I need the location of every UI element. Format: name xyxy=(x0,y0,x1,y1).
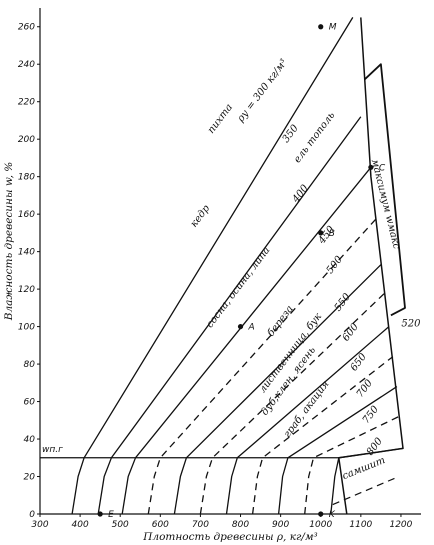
series-line xyxy=(251,356,394,515)
series-annotation: 650 xyxy=(349,351,370,373)
series-annotation: 350 xyxy=(281,123,302,145)
series-line xyxy=(225,326,390,515)
y-tick-label: 260 xyxy=(18,23,35,33)
series-annotation: 700 xyxy=(355,377,376,399)
series-annotation: кедр xyxy=(189,203,213,230)
series-annotation: береза xyxy=(266,304,296,339)
point-marker xyxy=(368,164,374,170)
x-tick-label: 900 xyxy=(272,520,289,530)
y-tick-label: 180 xyxy=(18,173,35,183)
x-tick-label: 300 xyxy=(31,520,48,530)
x-tick-label: 400 xyxy=(72,520,89,530)
x-tick-label: 700 xyxy=(192,520,209,530)
point-marker xyxy=(318,230,324,236)
y-tick-label: 0 xyxy=(29,510,35,520)
x-tick-label: 1100 xyxy=(349,520,372,530)
series-line xyxy=(121,166,372,515)
x-tick-label: 1200 xyxy=(389,520,412,530)
y-tick-label: 160 xyxy=(18,210,35,220)
point-label: K xyxy=(329,510,336,520)
series-line xyxy=(71,17,354,515)
y-tick-label: 200 xyxy=(18,135,35,145)
x-axis-label: Плотность древесины ρ, кг/м³ xyxy=(142,531,318,543)
series-annotation: самшит xyxy=(341,455,387,482)
point-label: A xyxy=(248,323,255,333)
y-tick-label: 220 xyxy=(18,98,35,108)
x-tick-label: 1000 xyxy=(309,520,332,530)
point-marker xyxy=(318,24,324,30)
y-axis-label: Влажность древесины w, % xyxy=(3,162,15,322)
y-tick-label: 140 xyxy=(18,248,35,258)
maximum-boundary-line xyxy=(338,17,404,515)
point-marker xyxy=(318,511,324,517)
point-marker xyxy=(237,323,244,330)
series-annotation: ρу = 300 кг/м³ xyxy=(235,57,290,125)
x-tick-label: 800 xyxy=(232,520,249,530)
series-line xyxy=(173,264,382,515)
x-tick-label: 500 xyxy=(112,520,129,530)
series-annotation: 600 xyxy=(341,321,362,343)
y-tick-label: 60 xyxy=(24,398,36,408)
y-tick-label: 240 xyxy=(18,60,35,70)
point-label: C xyxy=(379,163,386,173)
point-label: E xyxy=(108,510,114,520)
fsp-label: wп.г xyxy=(42,445,63,455)
x-tick-label: 600 xyxy=(152,520,169,530)
series-line xyxy=(199,292,386,515)
boundary-520-line xyxy=(364,63,406,317)
point-label: M xyxy=(329,23,337,33)
y-tick-label: 40 xyxy=(24,435,36,445)
series-annotation: 750 xyxy=(361,404,382,426)
series-annotation: 520 xyxy=(401,319,421,330)
series-line xyxy=(97,116,362,515)
axes xyxy=(39,8,421,515)
y-tick-label: 80 xyxy=(24,360,36,370)
series-annotation: 400 xyxy=(290,182,311,205)
point-marker xyxy=(97,511,103,517)
series-annotation: сосна, осина, липа xyxy=(205,245,273,330)
series-line xyxy=(147,217,378,515)
series-annotation: ель тополь xyxy=(292,110,337,165)
y-tick-label: 120 xyxy=(18,285,35,295)
tick-group: 300 400 500 600 700 800 900 1000 1100 1200 0 20 40 60… xyxy=(18,23,413,530)
series-line xyxy=(277,386,398,515)
point-markers: M C B A E K xyxy=(97,23,386,520)
point-label: B xyxy=(329,229,335,239)
y-tick-label: 20 xyxy=(24,473,36,483)
series-line xyxy=(304,415,400,515)
series-annotation: пихта xyxy=(206,102,235,136)
series-lines xyxy=(40,17,406,515)
y-tick-label: 100 xyxy=(18,323,35,333)
